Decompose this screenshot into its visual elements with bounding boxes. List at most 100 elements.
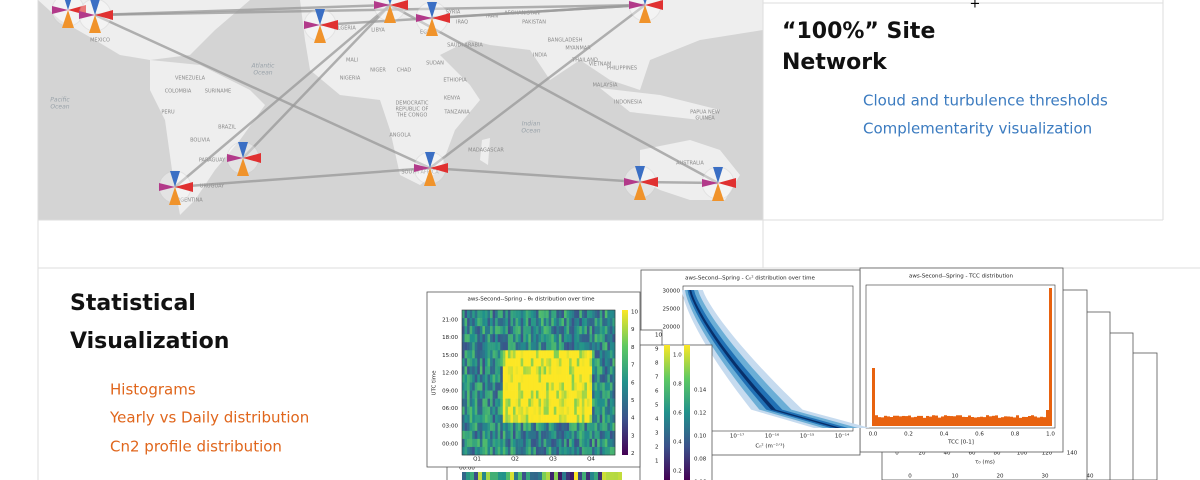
heat-cell bbox=[586, 406, 590, 416]
heat-cell bbox=[584, 398, 588, 407]
heat-cell bbox=[597, 390, 600, 399]
hist-bar bbox=[998, 417, 1001, 426]
heat-cell bbox=[467, 438, 470, 448]
heat-cell bbox=[571, 318, 575, 327]
heat-cell bbox=[477, 334, 481, 343]
heat-cell bbox=[566, 414, 570, 424]
heat-cell bbox=[541, 326, 544, 335]
heat-cell bbox=[564, 398, 567, 407]
heat-cell bbox=[589, 422, 593, 432]
heat-cell bbox=[574, 342, 578, 351]
heat-cell bbox=[548, 326, 552, 335]
heat-cell bbox=[469, 414, 473, 424]
tick-label: 0.2 bbox=[673, 469, 682, 475]
heat-cell bbox=[553, 350, 557, 359]
heat-cell bbox=[538, 342, 542, 351]
tick-label: 25000 bbox=[663, 307, 681, 313]
heat-cell bbox=[528, 446, 532, 456]
heat-cell bbox=[484, 438, 488, 448]
hist-bar bbox=[977, 417, 980, 426]
heat-cell bbox=[614, 472, 618, 480]
heat-cell bbox=[541, 422, 544, 432]
hist-bar bbox=[947, 415, 950, 426]
heat-cell bbox=[589, 382, 593, 391]
heat-cell bbox=[586, 342, 590, 351]
heat-cell bbox=[484, 398, 488, 407]
heat-cell bbox=[500, 438, 504, 448]
heat-cell bbox=[528, 374, 532, 383]
heat-cell bbox=[571, 326, 575, 335]
heat-cell bbox=[510, 446, 514, 456]
heat-cell bbox=[586, 472, 590, 480]
heat-cell bbox=[467, 414, 470, 424]
wedge bbox=[712, 183, 724, 201]
colorbar bbox=[684, 345, 690, 480]
heat-cell bbox=[495, 406, 498, 416]
heat-cell bbox=[513, 390, 516, 399]
heat-cell bbox=[518, 390, 521, 399]
heat-cell bbox=[602, 358, 606, 367]
heat-cell bbox=[592, 406, 595, 416]
heat-cell bbox=[472, 334, 476, 343]
heat-cell bbox=[546, 318, 549, 327]
heat-cell bbox=[479, 366, 483, 375]
heat-cell bbox=[507, 446, 511, 456]
heat-cell bbox=[477, 390, 481, 399]
hist-bar bbox=[962, 416, 965, 426]
heat-cell bbox=[597, 350, 600, 359]
heat-cell bbox=[523, 446, 527, 456]
heat-cell bbox=[546, 366, 549, 375]
site-network bbox=[51, 0, 736, 205]
heat-cell bbox=[589, 326, 593, 335]
heat-cell bbox=[546, 382, 549, 391]
heat-cell bbox=[472, 310, 476, 319]
heat-cell bbox=[510, 310, 514, 319]
heat-cell bbox=[472, 326, 476, 335]
heat-cell bbox=[579, 414, 583, 424]
heat-cell bbox=[607, 350, 611, 359]
heat-cell bbox=[513, 438, 516, 448]
heat-cell bbox=[505, 390, 509, 399]
tick-label: 0.08 bbox=[694, 457, 707, 463]
heat-cell bbox=[490, 438, 493, 448]
heat-cell bbox=[477, 342, 481, 351]
hist-bar bbox=[923, 417, 926, 426]
heat-cell bbox=[472, 382, 476, 391]
heat-cell bbox=[525, 350, 529, 359]
heat-cell bbox=[543, 390, 547, 399]
tick-label: 10⁻¹⁴ bbox=[835, 433, 850, 440]
hist-bar bbox=[1010, 416, 1013, 426]
heat-cell bbox=[574, 406, 578, 416]
heat-cell bbox=[553, 414, 557, 424]
heat-cell bbox=[602, 326, 606, 335]
heat-cell bbox=[505, 334, 509, 343]
heat-cell bbox=[487, 342, 491, 351]
heat-cell bbox=[604, 390, 608, 399]
heat-cell bbox=[589, 374, 593, 383]
tick-label: 0.0 bbox=[869, 432, 878, 438]
heat-cell bbox=[482, 406, 486, 416]
heat-cell bbox=[548, 366, 552, 375]
heat-cell bbox=[464, 358, 468, 367]
heat-cell bbox=[541, 358, 544, 367]
heat-cell bbox=[515, 422, 519, 432]
heat-cell bbox=[551, 358, 555, 367]
site-link bbox=[429, 166, 641, 184]
wedge bbox=[390, 0, 408, 10]
heat-cell bbox=[579, 422, 583, 432]
heat-cell bbox=[553, 318, 557, 327]
tick-label: Q1 bbox=[473, 457, 481, 463]
axis-label: TCC [0-1] bbox=[947, 440, 974, 446]
heat-cell bbox=[520, 318, 524, 327]
heat-cell bbox=[462, 318, 465, 327]
heat-cell bbox=[553, 446, 557, 456]
hist-bar bbox=[890, 417, 893, 426]
heat-cell bbox=[570, 472, 574, 480]
heat-cell bbox=[586, 390, 590, 399]
heat-cell bbox=[505, 342, 509, 351]
heat-cell bbox=[497, 398, 501, 407]
heat-cell bbox=[561, 438, 565, 448]
hist-bar bbox=[968, 415, 971, 426]
heat-cell bbox=[505, 414, 509, 424]
heat-cell bbox=[574, 398, 578, 407]
